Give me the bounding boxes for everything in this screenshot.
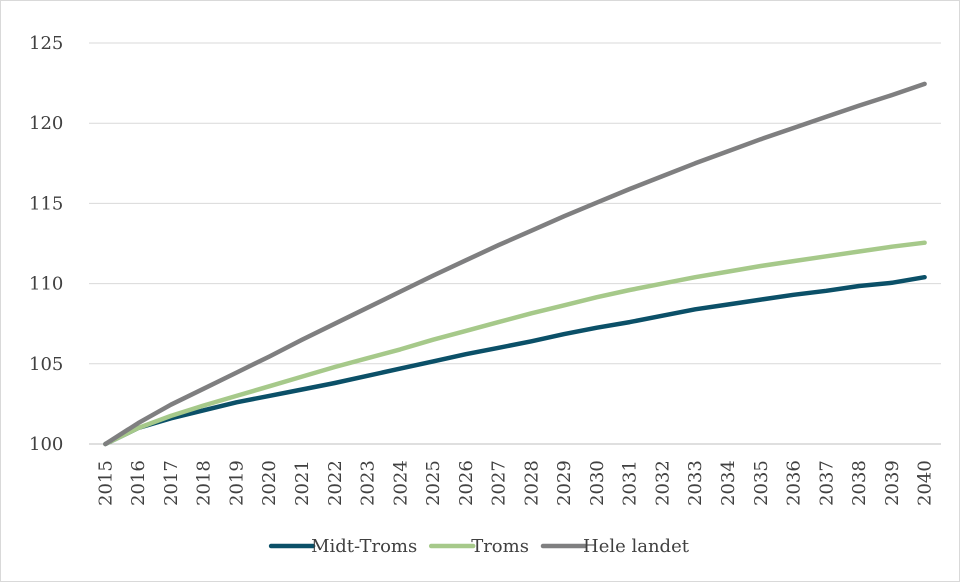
x-tick-label: 2015 bbox=[95, 460, 116, 506]
x-tick-label: 2030 bbox=[587, 460, 608, 506]
series-line-midt-troms bbox=[103, 274, 927, 447]
x-tick-label: 2022 bbox=[325, 460, 346, 506]
legend-label: Midt-Troms bbox=[311, 536, 417, 557]
x-tick-label: 2024 bbox=[390, 460, 411, 506]
x-tick-label: 2017 bbox=[161, 460, 182, 506]
x-tick-label: 2033 bbox=[685, 460, 706, 506]
x-tick-label: 2016 bbox=[128, 460, 149, 506]
y-tick-label: 115 bbox=[29, 193, 63, 214]
x-tick-label: 2020 bbox=[259, 460, 280, 506]
x-tick-label: 2034 bbox=[718, 460, 739, 506]
y-tick-label: 125 bbox=[29, 33, 63, 54]
x-tick-label: 2038 bbox=[849, 460, 870, 506]
x-tick-label: 2018 bbox=[194, 460, 215, 506]
legend-item: Hele landet bbox=[540, 536, 690, 557]
x-tick-label: 2032 bbox=[652, 460, 673, 506]
x-tick-label: 2031 bbox=[620, 460, 641, 506]
y-tick-label: 110 bbox=[29, 274, 63, 295]
legend-item: Midt-Troms bbox=[268, 536, 417, 557]
x-tick-label: 2025 bbox=[423, 460, 444, 506]
x-tick-label: 2036 bbox=[784, 460, 805, 506]
y-tick-label: 120 bbox=[29, 113, 63, 134]
x-tick-label: 2037 bbox=[816, 460, 837, 506]
x-axis-tick-labels: 2015 2016 2017 2018 2019 2020 2021 2022 2023 2024… bbox=[95, 460, 935, 506]
x-tick-label: 2029 bbox=[554, 460, 575, 506]
x-tick-label: 2039 bbox=[882, 460, 903, 506]
series-lines bbox=[103, 81, 927, 447]
y-axis-tick-labels: 100 105 110 115 120 125 bbox=[29, 33, 63, 455]
gridlines bbox=[89, 42, 941, 445]
series-line-hele-landet bbox=[103, 81, 927, 447]
x-tick-label: 2019 bbox=[226, 460, 247, 506]
x-tick-label: 2027 bbox=[489, 460, 510, 506]
series-line-troms bbox=[103, 240, 927, 447]
legend-item: Troms bbox=[428, 536, 529, 557]
x-tick-label: 2035 bbox=[751, 460, 772, 506]
y-tick-label: 100 bbox=[29, 434, 63, 455]
y-tick-label: 105 bbox=[29, 354, 63, 375]
x-tick-label: 2028 bbox=[521, 460, 542, 506]
legend-label: Hele landet bbox=[583, 536, 690, 557]
legend-label: Troms bbox=[471, 536, 529, 557]
legend: Midt-Troms Troms Hele landet bbox=[268, 536, 690, 557]
x-tick-label: 2021 bbox=[292, 460, 313, 506]
x-tick-label: 2023 bbox=[358, 460, 379, 506]
x-tick-label: 2040 bbox=[915, 460, 936, 506]
x-tick-label: 2026 bbox=[456, 460, 477, 506]
